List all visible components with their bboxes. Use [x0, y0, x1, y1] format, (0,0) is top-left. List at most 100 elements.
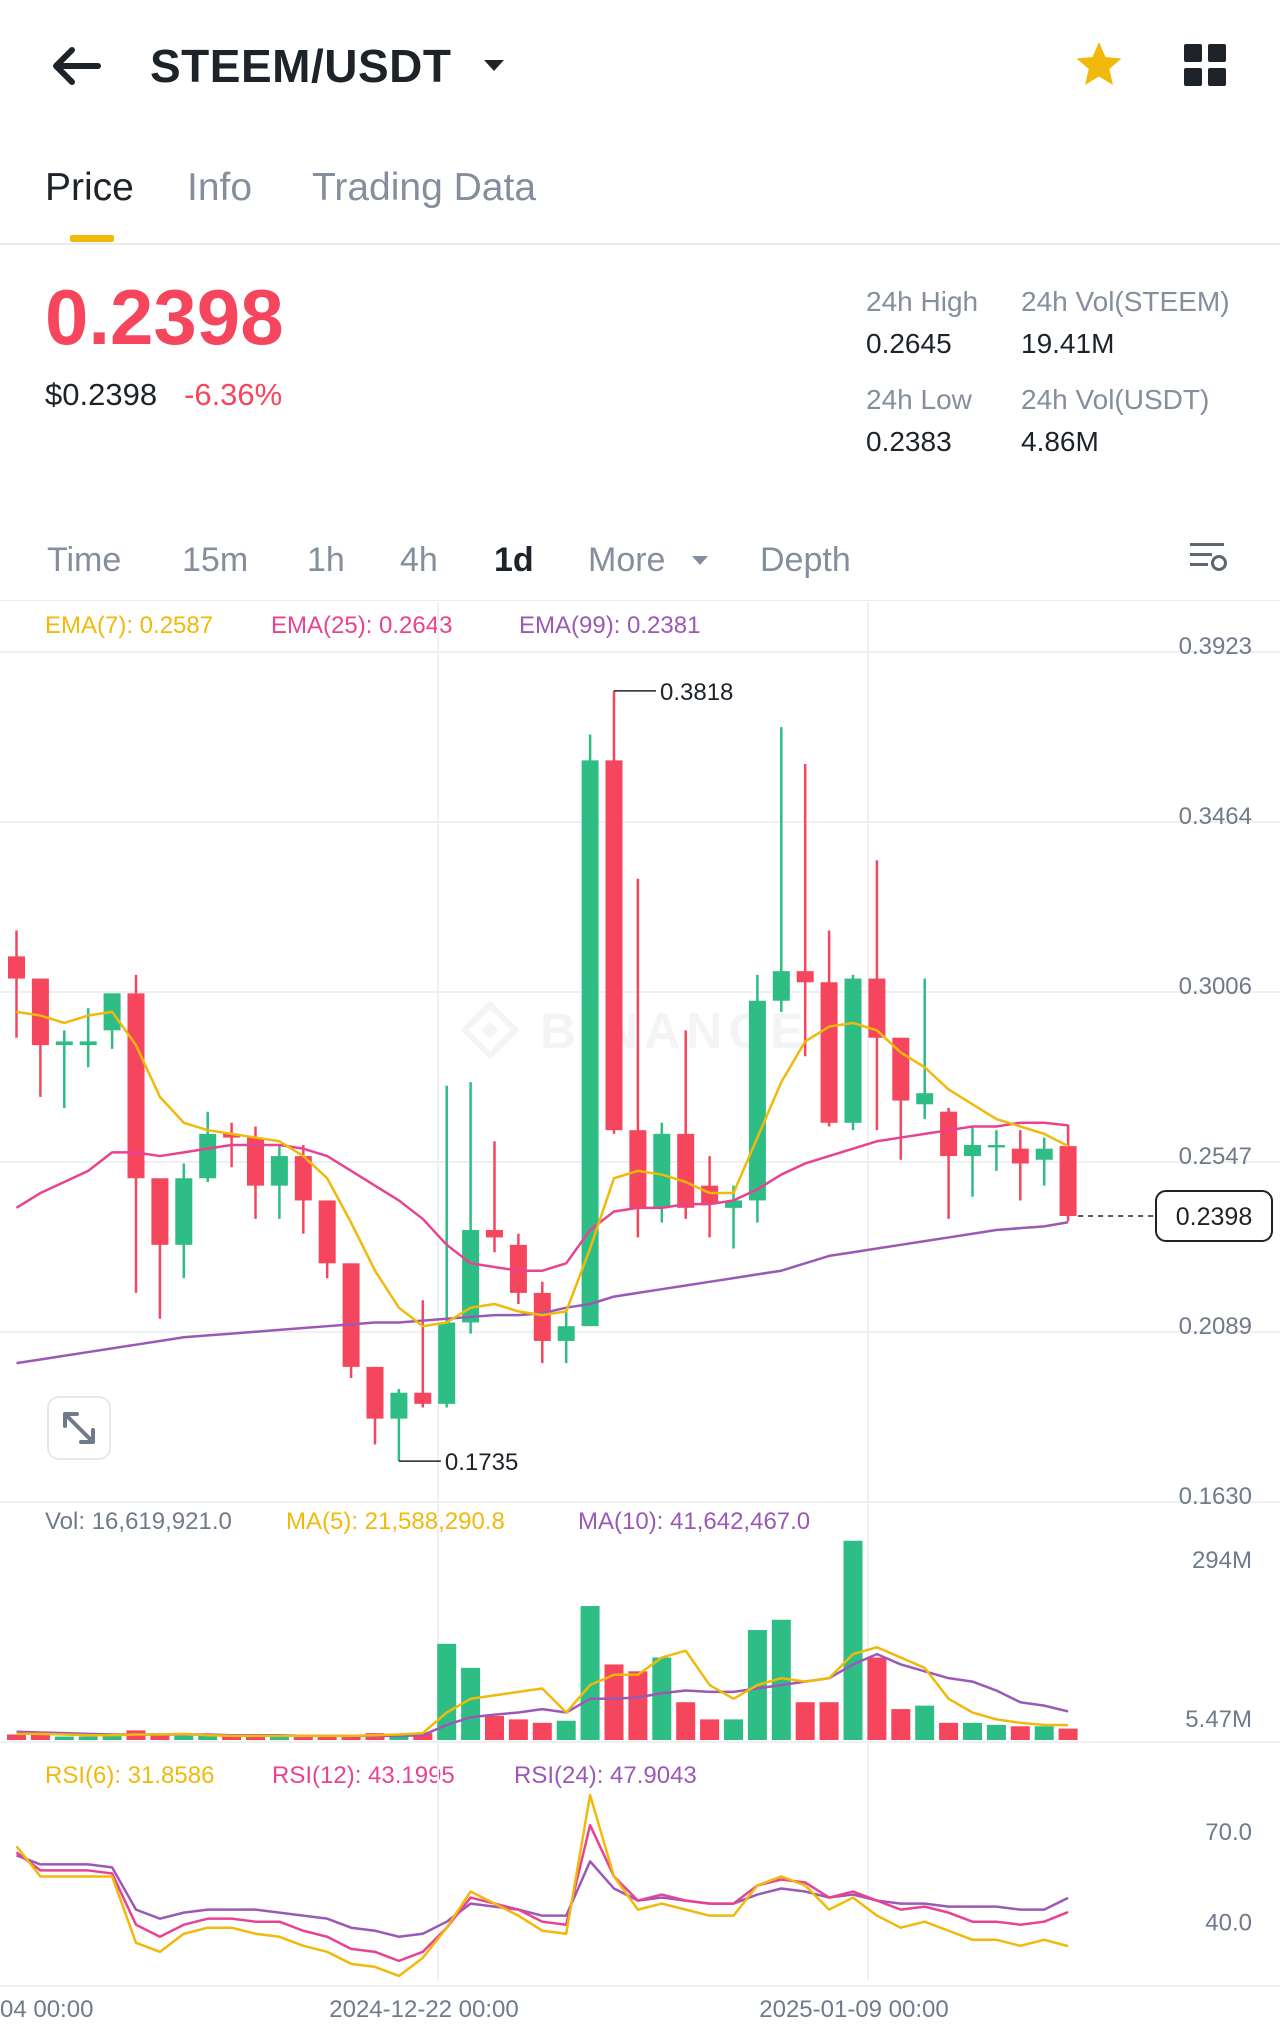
ema7-line: [16, 1010, 1069, 1328]
volume-bar: [174, 1735, 194, 1740]
volume-bar: [461, 1667, 481, 1740]
layout-grid-button[interactable]: [1182, 42, 1228, 88]
volume-bar: [628, 1671, 648, 1740]
volume-bar: [413, 1733, 433, 1740]
volume-ma-lines: [16, 1645, 1069, 1738]
candle-body: [940, 1111, 958, 1157]
volume-bar: [963, 1722, 982, 1740]
volume-bar: [795, 1702, 815, 1740]
watermark-text: BINANCE: [540, 1003, 810, 1059]
active-tab-indicator: [70, 235, 114, 242]
expand-icon: [63, 1412, 95, 1444]
volume-bar: [532, 1722, 552, 1740]
candle-body: [1059, 1146, 1077, 1216]
candle-body: [175, 1178, 193, 1245]
price-axis-label: 0.2089: [1179, 1313, 1252, 1340]
volume-bar: [580, 1606, 600, 1740]
vol-legend: Vol: 16,619,921.0: [45, 1508, 232, 1535]
volume-bar: [843, 1540, 863, 1740]
volume-bar: [700, 1719, 720, 1740]
tf-4h[interactable]: 4h: [400, 541, 438, 579]
candle-body: [270, 1156, 288, 1186]
volume-axis-label: 5.47M: [1185, 1706, 1252, 1733]
tab-info[interactable]: Info: [187, 166, 253, 209]
candle-body: [151, 1178, 169, 1245]
time-axis-label: 04 00:00: [0, 1996, 93, 2023]
grid: [0, 602, 1280, 1987]
candle-body: [701, 1185, 719, 1205]
low-marker-label: 0.1735: [445, 1449, 518, 1476]
tf-depth[interactable]: Depth: [760, 541, 851, 579]
rsi-axis-label: 70.0: [1205, 1819, 1252, 1846]
candle-body: [820, 982, 838, 1123]
price-axis-label: 0.3006: [1179, 973, 1252, 1000]
usd-price: $0.2398: [45, 377, 158, 412]
rsi6-legend: RSI(6): 31.8586: [45, 1762, 215, 1789]
candle-body: [796, 971, 814, 983]
candle-body: [916, 1093, 934, 1105]
candle-body: [294, 1156, 312, 1201]
tf-1h[interactable]: 1h: [307, 541, 345, 579]
ema25-line: [15, 1121, 1069, 1272]
vol-quote-label: 24h Vol(USDT): [1021, 384, 1210, 415]
price-axis-label: 0.3923: [1179, 633, 1252, 660]
high-label: 24h High: [866, 286, 979, 317]
candle-body: [557, 1326, 575, 1341]
high-marker-label: 0.3818: [660, 679, 733, 706]
candle-body: [509, 1244, 527, 1293]
volume-bar: [1034, 1726, 1054, 1740]
volume-bar: [724, 1719, 743, 1740]
favorite-button[interactable]: [1072, 38, 1126, 92]
markers: 0.3818 0.1735 0.2398: [398, 679, 1273, 1476]
ema7-legend: EMA(7): 0.2587: [45, 612, 214, 639]
volume-axis-label: 294M: [1192, 1547, 1252, 1574]
volume-bar: [676, 1702, 696, 1740]
volume-bar: [939, 1722, 959, 1740]
tf-1d[interactable]: 1d: [494, 541, 534, 579]
volume-bar: [604, 1664, 624, 1740]
rsi12-legend: RSI(12): 43.1995: [272, 1762, 455, 1789]
vol-quote-value: 4.86M: [1021, 426, 1099, 457]
grid-icon: [1184, 44, 1226, 86]
volume-bar: [317, 1736, 337, 1740]
volume-bar: [78, 1736, 98, 1740]
volume-bar: [269, 1735, 289, 1740]
pair-selector[interactable]: STEEM/USDT: [150, 36, 509, 96]
volume-bar: [198, 1735, 218, 1740]
tab-trading-data[interactable]: Trading Data: [312, 166, 537, 209]
candle-body: [414, 1392, 432, 1404]
volume-bar: [819, 1702, 839, 1740]
ma10-legend: MA(10): 41,642,467.0: [578, 1508, 811, 1535]
volume-bar: [30, 1733, 50, 1740]
volume-bar: [7, 1734, 26, 1740]
settings-icon: [1190, 543, 1227, 571]
candle-body: [79, 1041, 97, 1046]
fullscreen-button[interactable]: [47, 1396, 111, 1460]
tab-price[interactable]: Price: [45, 166, 134, 209]
tf-more[interactable]: More: [588, 541, 711, 580]
candle-body: [486, 1230, 503, 1238]
candle-body: [462, 1230, 480, 1323]
candle-body: [772, 971, 790, 1001]
candle-body: [868, 978, 886, 1038]
rsi-axis-label: 40.0: [1205, 1910, 1252, 1937]
rsi24-line: [16, 1854, 1069, 1939]
vol-base-label: 24h Vol(STEEM): [1021, 286, 1230, 317]
ema-lines: [15, 1010, 1069, 1365]
rsi6-line: [15, 1793, 1069, 1978]
tf-time[interactable]: Time: [47, 541, 122, 579]
tf-15m[interactable]: 15m: [182, 541, 249, 579]
candle-body: [677, 1133, 695, 1208]
volume-bar: [389, 1734, 409, 1740]
chart-settings-button[interactable]: [1187, 536, 1229, 578]
time-axis-label: 2024-12-22 00:00: [329, 1996, 519, 2023]
volume-bar: [341, 1735, 361, 1740]
candle-body: [725, 1200, 742, 1208]
volume-bar: [771, 1619, 791, 1740]
volume-bar: [1010, 1726, 1030, 1740]
volume-bar: [222, 1736, 242, 1740]
back-button[interactable]: [46, 36, 106, 96]
price-axis-label: 0.1630: [1179, 1483, 1252, 1510]
price-axis-label: 0.2547: [1179, 1143, 1252, 1170]
